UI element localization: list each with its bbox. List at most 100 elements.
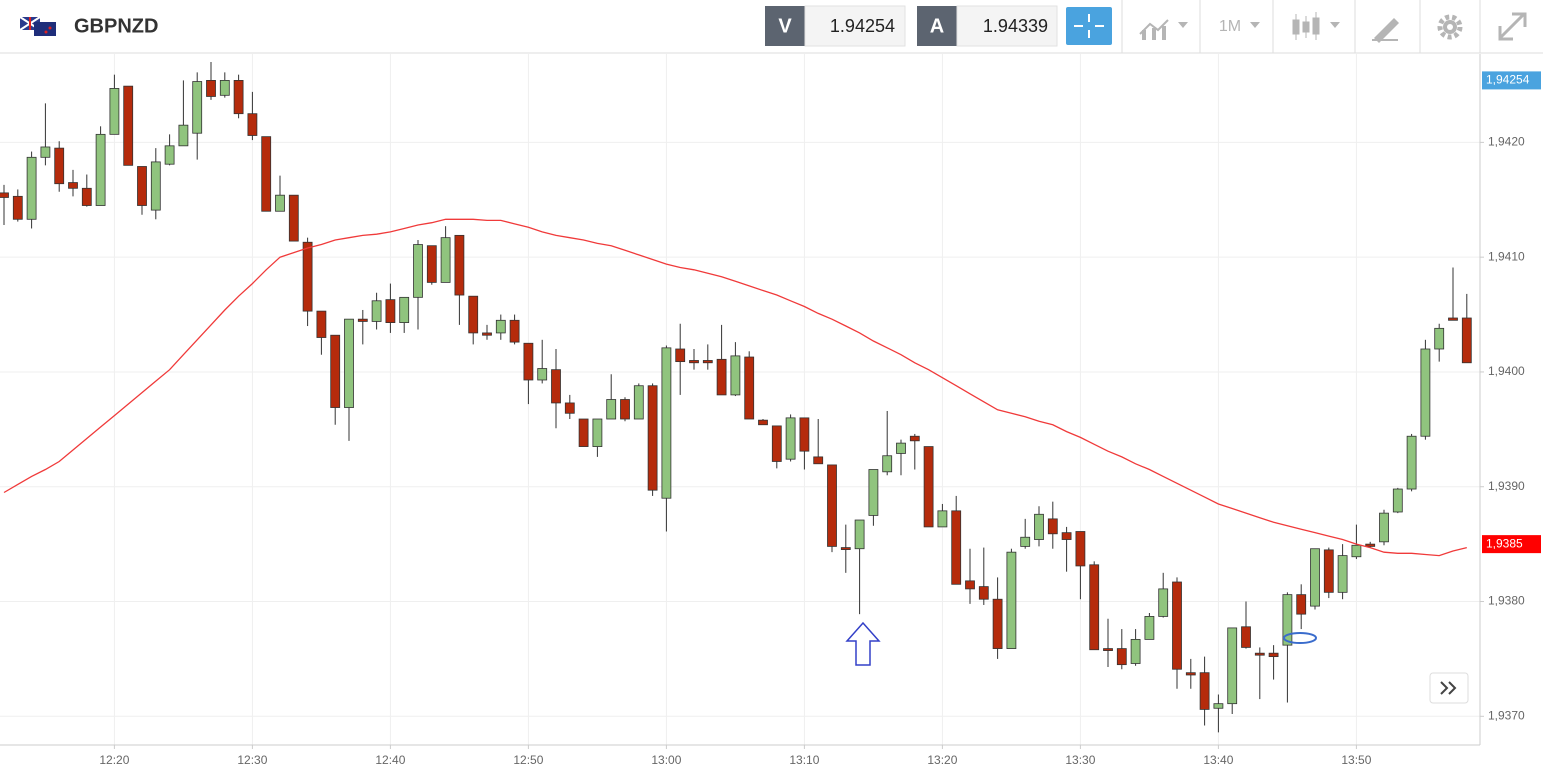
candle-body: [68, 182, 78, 189]
candle-body: [1213, 703, 1224, 709]
candle-body: [965, 580, 975, 590]
candle-body: [1406, 435, 1417, 490]
candle-body: [426, 245, 437, 283]
candle-body: [178, 124, 189, 147]
candle-body: [261, 136, 272, 212]
candle-body: [689, 360, 699, 364]
candle-body: [951, 510, 962, 585]
candle-body: [909, 435, 920, 442]
candle-body: [813, 456, 824, 465]
candle-body: [495, 319, 506, 334]
candle-body: [827, 464, 837, 547]
candle-body: [1392, 488, 1403, 513]
candle-body: [1199, 672, 1210, 710]
bid-price: 1.94254: [830, 16, 895, 36]
candle-body: [771, 425, 782, 462]
candle-body: [385, 299, 396, 323]
bid-box[interactable]: [804, 5, 906, 47]
x-tick-label: 12:20: [99, 753, 129, 767]
candle-body: [1434, 327, 1445, 350]
candle-body: [564, 402, 575, 414]
candle-body: [730, 355, 741, 396]
candle-body: [1268, 652, 1279, 658]
candle-body: [1241, 626, 1251, 648]
candle-body: [1365, 543, 1376, 547]
scroll-button[interactable]: [1429, 672, 1469, 704]
x-tick-label: 12:50: [513, 753, 543, 767]
candle-body: [109, 88, 120, 135]
candle-body: [1254, 652, 1265, 656]
candle-body: [1337, 555, 1348, 593]
fullscreen-button[interactable]: [1498, 12, 1527, 41]
candle-body: [1103, 648, 1113, 651]
candle-body: [302, 241, 313, 312]
candle-body: [413, 244, 423, 298]
ask-box[interactable]: [956, 5, 1058, 47]
settings-button[interactable]: [1437, 14, 1463, 40]
candle-body: [1379, 512, 1389, 543]
x-tick-label: 12:40: [375, 753, 405, 767]
candle-body: [758, 419, 768, 426]
candle-body: [523, 342, 534, 381]
candle-body: [647, 385, 658, 491]
timeframe-caret: [1250, 22, 1260, 28]
candle-body: [992, 598, 1003, 649]
candle-body: [592, 418, 603, 447]
candle-body: [537, 368, 548, 381]
price-tag: [1482, 535, 1541, 554]
y-tick-label: 1,9370: [1488, 708, 1525, 722]
candle-body: [137, 166, 147, 206]
candle-body: [1006, 551, 1017, 649]
candle-body: [799, 417, 810, 452]
ask-badge: [917, 6, 957, 46]
candle-style-button[interactable]: [1292, 12, 1340, 40]
candle-body: [316, 310, 327, 338]
candle-body: [1448, 317, 1458, 321]
candle-body: [1310, 548, 1320, 607]
candle-body: [275, 194, 285, 212]
price-tag: [1482, 71, 1541, 90]
candle-body: [1089, 564, 1100, 651]
ask-label: A: [930, 15, 944, 37]
candle-body: [26, 156, 37, 220]
candle-body: [454, 234, 465, 296]
candle-body: [854, 519, 865, 550]
candle-body: [1047, 518, 1058, 535]
draw-tool-button[interactable]: [1372, 18, 1399, 43]
candle-body: [1282, 594, 1293, 646]
timeframe[interactable]: 1M: [1219, 18, 1241, 35]
candle-body: [0, 192, 9, 198]
candle-body: [81, 187, 92, 206]
candle-body: [923, 446, 934, 528]
ellipse-annotation: [1283, 632, 1317, 644]
candle-body: [978, 586, 989, 600]
candle-body: [12, 195, 23, 220]
candle-body: [1034, 513, 1044, 540]
candle-body: [1075, 531, 1086, 567]
x-tick-label: 13:40: [1203, 753, 1233, 767]
candle-body: [633, 385, 644, 420]
plot: [0, 62, 1472, 733]
crosshair-button[interactable]: [1066, 7, 1112, 45]
y-tick-label: 1,9420: [1488, 135, 1525, 149]
candle-body: [1351, 544, 1362, 558]
candle-body: [95, 133, 106, 206]
candle-body: [468, 295, 479, 334]
price-tag-label: 1,94254: [1486, 73, 1530, 87]
candle-body: [206, 80, 216, 97]
candle-body: [1172, 581, 1182, 670]
symbol: GBPNZD: [74, 15, 158, 37]
candle-body: [123, 85, 134, 166]
price-tag-label: 1,9385: [1486, 536, 1523, 550]
x-tick-label: 13:50: [1341, 753, 1371, 767]
candle-body: [164, 145, 175, 165]
candle-body: [482, 332, 492, 336]
candle-body: [868, 469, 879, 516]
candle-body: [578, 418, 589, 447]
candle-body: [702, 360, 713, 364]
chart-type-button[interactable]: [1139, 19, 1188, 40]
candle-body: [233, 80, 244, 115]
candle-body: [330, 334, 341, 408]
candle-body: [785, 417, 796, 460]
x-tick-label: 13:10: [789, 753, 819, 767]
